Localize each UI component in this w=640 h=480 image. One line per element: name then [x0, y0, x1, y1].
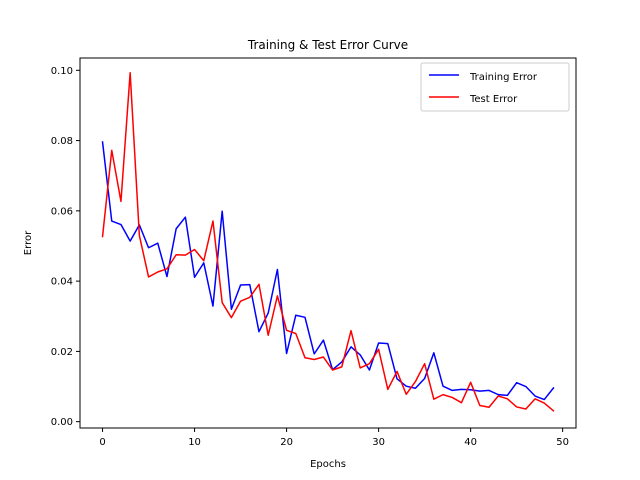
y-tick-label: 0.00 — [51, 417, 73, 428]
legend-label-test-error: Test Error — [469, 94, 518, 105]
series-line-test-error — [101, 72, 555, 412]
x-tick-label: 0 — [99, 437, 105, 448]
x-tick-label: 20 — [280, 437, 293, 448]
series-line-training-error — [101, 141, 555, 401]
y-axis: 0.00 0.02 0.04 0.06 0.08 0.10 — [51, 66, 80, 428]
y-tick-label: 0.08 — [51, 136, 73, 147]
chart-title: Training & Test Error Curve — [247, 38, 408, 52]
x-axis-label: Epochs — [310, 459, 346, 470]
plot-area — [101, 72, 555, 412]
x-tick-label: 10 — [188, 437, 201, 448]
x-tick-label: 50 — [556, 437, 569, 448]
y-tick-label: 0.10 — [51, 66, 73, 77]
x-tick-label: 40 — [464, 437, 477, 448]
plot-frame — [79, 57, 577, 429]
y-tick-label: 0.02 — [51, 347, 73, 358]
y-axis-label: Error — [23, 230, 34, 255]
y-tick-label: 0.04 — [51, 277, 73, 288]
x-tick-label: 30 — [372, 437, 385, 448]
legend: Training Error Test Error — [420, 62, 570, 112]
legend-label-training-error: Training Error — [469, 72, 538, 83]
x-axis: 0 10 20 30 40 50 — [99, 428, 569, 448]
y-tick-label: 0.06 — [51, 206, 73, 217]
